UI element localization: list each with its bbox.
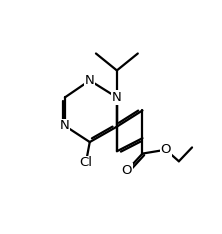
Text: N: N [112, 91, 122, 104]
Text: N: N [85, 74, 95, 87]
Text: O: O [122, 164, 132, 177]
Text: N: N [60, 119, 70, 132]
Text: O: O [161, 143, 171, 156]
Text: Cl: Cl [79, 156, 92, 169]
